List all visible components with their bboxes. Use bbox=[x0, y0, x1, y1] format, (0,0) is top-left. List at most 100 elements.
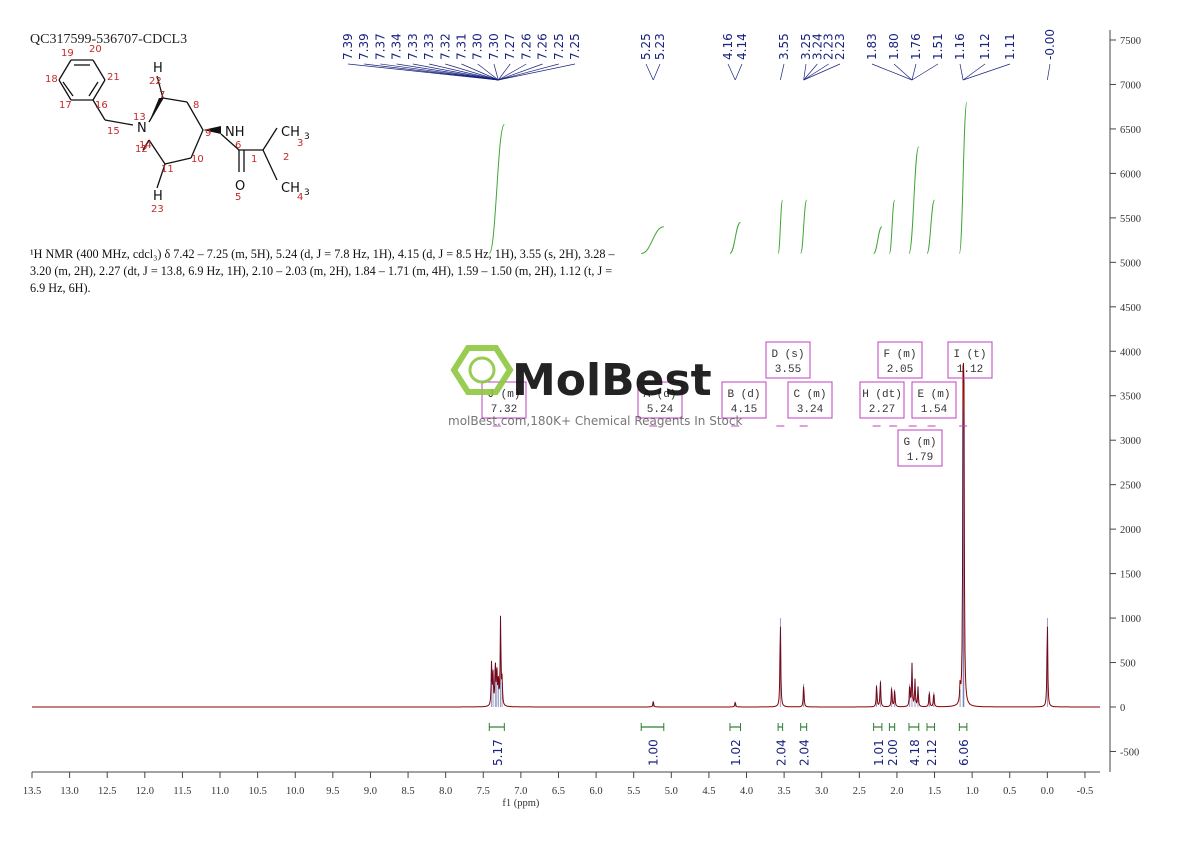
peak-label-leader-24 bbox=[871, 63, 913, 81]
h-top-label: H bbox=[153, 61, 163, 76]
peak-label-leader-9 bbox=[493, 63, 499, 81]
svg-text:4: 4 bbox=[297, 192, 303, 203]
peak-label-19: 3.55 bbox=[777, 33, 791, 60]
integral-curve-5 bbox=[873, 226, 883, 254]
multiplet-box-G bbox=[897, 429, 943, 467]
y-tick-label-7: 4000 bbox=[1120, 347, 1141, 358]
peak-label-4: 7.33 bbox=[406, 33, 420, 60]
multiplet-box-B bbox=[721, 381, 767, 419]
x-tick-label-14: 6.5 bbox=[552, 786, 565, 797]
svg-text:6: 6 bbox=[235, 140, 241, 151]
oxygen-label: O bbox=[235, 179, 245, 194]
peak-label-leader-8 bbox=[477, 63, 499, 81]
multiplet-box-H bbox=[859, 381, 905, 419]
multiplet-shift-D: 3.55 bbox=[775, 364, 801, 376]
peak-label-leader-26 bbox=[911, 63, 917, 81]
peak-label-23: 2.23 bbox=[833, 33, 847, 60]
y-tick-label-13: 1000 bbox=[1120, 614, 1141, 625]
ch3-bottom-label: CH bbox=[281, 181, 300, 196]
multiplet-shift-J: 7.32 bbox=[491, 404, 517, 416]
multiplet-shift-A: 5.24 bbox=[647, 404, 674, 416]
nitrogen-label: N bbox=[137, 121, 147, 136]
peak-label-7: 7.31 bbox=[455, 33, 469, 60]
integral-value-5: 1.01 bbox=[872, 739, 886, 766]
integral-curve-9 bbox=[958, 101, 968, 254]
x-tick-label-21: 3.0 bbox=[815, 786, 828, 797]
peak-label-leader-6 bbox=[445, 63, 499, 81]
x-tick-label-26: 0.5 bbox=[1003, 786, 1016, 797]
peak-label-9: 7.30 bbox=[487, 33, 501, 60]
h-bottom-label: H bbox=[153, 189, 163, 204]
peak-label-leader-7 bbox=[461, 63, 499, 81]
x-tick-label-3: 12.0 bbox=[136, 786, 154, 797]
peak-label-leader-31 bbox=[1047, 63, 1051, 81]
svg-text:10: 10 bbox=[191, 154, 204, 165]
peak-label-31: -0.00 bbox=[1043, 29, 1057, 60]
multiplet-type-D: D (s) bbox=[771, 349, 804, 361]
peak-label-17: 4.16 bbox=[721, 33, 735, 60]
x-tick-label-16: 5.5 bbox=[627, 786, 640, 797]
x-tick-label-23: 2.0 bbox=[890, 786, 903, 797]
y-tick-label-6: 4500 bbox=[1120, 303, 1141, 314]
x-tick-label-11: 8.0 bbox=[439, 786, 452, 797]
y-tick-label-3: 6000 bbox=[1120, 169, 1141, 180]
x-tick-label-2: 12.5 bbox=[98, 786, 116, 797]
multiplet-shift-I: 1.12 bbox=[957, 364, 983, 376]
multiplet-type-I: I (t) bbox=[953, 349, 986, 361]
y-tick-label-2: 6500 bbox=[1120, 125, 1141, 136]
nmr-description: ¹H NMR (400 MHz, cdcl₃) δ 7.42 – 7.25 (m… bbox=[30, 247, 615, 295]
svg-text:8: 8 bbox=[193, 100, 199, 111]
y-tick-label-5: 5000 bbox=[1120, 258, 1141, 269]
peak-label-22: 2.23 bbox=[822, 33, 836, 60]
integral-curve-2 bbox=[729, 221, 741, 254]
svg-text:20: 20 bbox=[89, 44, 102, 55]
y-tick-label-16: -500 bbox=[1120, 747, 1139, 758]
multiplet-type-G: G (m) bbox=[903, 437, 936, 449]
peak-label-leader-1 bbox=[364, 63, 499, 81]
peak-label-10: 7.27 bbox=[503, 33, 517, 60]
x-tick-label-28: -0.5 bbox=[1077, 786, 1094, 797]
x-axis-label: f1 (ppm) bbox=[502, 798, 540, 809]
x-tick-label-17: 5.0 bbox=[665, 786, 678, 797]
x-tick-label-25: 1.0 bbox=[966, 786, 979, 797]
integral-curve-0 bbox=[488, 123, 505, 254]
integral-value-1: 1.00 bbox=[646, 739, 660, 766]
peak-label-24: 1.83 bbox=[865, 33, 879, 60]
svg-text:5: 5 bbox=[235, 192, 241, 203]
peak-label-25: 1.80 bbox=[887, 33, 901, 60]
x-tick-label-15: 6.0 bbox=[590, 786, 603, 797]
peak-label-leader-4 bbox=[412, 63, 499, 81]
y-tick-label-9: 3000 bbox=[1120, 436, 1141, 447]
peak-label-15: 5.25 bbox=[639, 33, 653, 60]
x-tick-label-27: 0.0 bbox=[1041, 786, 1054, 797]
peak-label-27: 1.51 bbox=[931, 33, 945, 60]
multiplet-box-I bbox=[947, 341, 993, 379]
multiplet-type-A: A (d) bbox=[643, 389, 676, 401]
peak-label-2: 7.37 bbox=[373, 33, 387, 60]
x-tick-label-4: 11.5 bbox=[173, 786, 191, 797]
peak-label-leader-20 bbox=[803, 63, 807, 81]
y-tick-label-0: 7500 bbox=[1120, 36, 1141, 47]
integral-curve-1 bbox=[641, 226, 664, 254]
peak-label-20: 3.25 bbox=[799, 33, 813, 60]
integral-value-0: 5.17 bbox=[491, 739, 505, 766]
x-tick-label-10: 8.5 bbox=[401, 786, 414, 797]
peak-label-16: 5.23 bbox=[653, 33, 667, 60]
peak-label-0: 7.39 bbox=[341, 33, 355, 60]
multiplet-type-F: F (m) bbox=[883, 349, 916, 361]
integral-value-3: 2.04 bbox=[774, 739, 788, 766]
peak-label-26: 1.76 bbox=[909, 33, 923, 60]
integral-curve-3 bbox=[777, 199, 784, 254]
svg-text:1: 1 bbox=[251, 154, 257, 165]
peak-label-29: 1.12 bbox=[978, 33, 992, 60]
peak-label-leader-25 bbox=[893, 63, 913, 81]
svg-text:15: 15 bbox=[107, 126, 120, 137]
peak-label-1: 7.39 bbox=[357, 33, 371, 60]
y-tick-label-10: 2500 bbox=[1120, 481, 1141, 492]
peak-label-leader-16 bbox=[652, 63, 661, 81]
x-tick-label-1: 13.0 bbox=[60, 786, 78, 797]
integral-value-8: 2.12 bbox=[925, 739, 939, 766]
peak-label-3: 7.34 bbox=[390, 33, 404, 60]
y-tick-label-11: 2000 bbox=[1120, 525, 1141, 536]
integral-value-9: 6.06 bbox=[957, 739, 971, 766]
